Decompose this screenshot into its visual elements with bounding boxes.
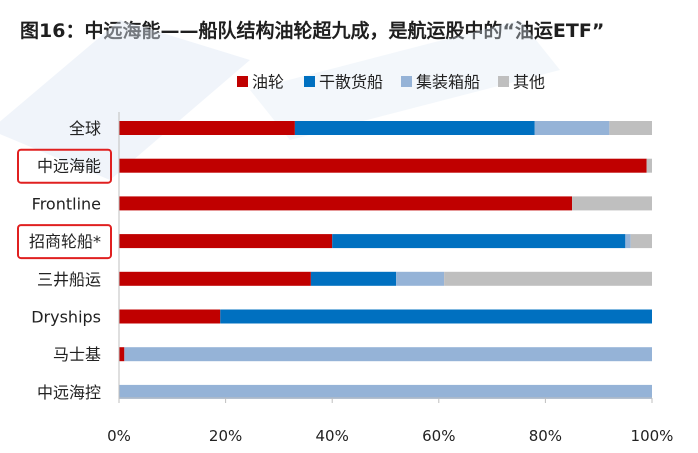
chart-title: 图16：中远海能——船队结构油轮超九成，是航运股中的“油运ETF”: [20, 20, 605, 42]
category-label: 三井船运: [37, 270, 101, 289]
legend-label: 干散货船: [319, 73, 383, 92]
bar-segment: [310, 271, 397, 286]
legend-swatch: [401, 76, 412, 87]
highlight-box: [17, 148, 112, 184]
x-tick-label: 0%: [107, 427, 131, 445]
category-label: 马士基: [53, 345, 101, 364]
x-tick-label: 80%: [529, 427, 562, 445]
highlight-boxes: [17, 148, 112, 260]
bar-segment: [294, 121, 535, 135]
bar-segment: [444, 271, 652, 286]
bar-segment: [572, 196, 652, 211]
bar-segment: [119, 347, 125, 362]
legend: 油轮 干散货船 集装箱船 其他: [237, 73, 545, 92]
bar-segment: [119, 196, 573, 211]
category-label: 全球: [69, 119, 101, 138]
legend-swatch: [498, 76, 509, 87]
legend-label: 油轮: [252, 73, 284, 92]
category-label: Dryships: [31, 308, 101, 327]
bar-segment: [119, 271, 311, 286]
legend-label: 其他: [513, 73, 545, 92]
watermark-shape: [0, 20, 250, 180]
bar-segment: [332, 234, 626, 249]
bar-segment: [609, 121, 652, 135]
x-axis: 0% 20% 40% 60% 80% 100%: [107, 112, 673, 445]
bar-segment: [124, 347, 652, 362]
bar-segment: [119, 234, 333, 249]
legend-swatch: [237, 76, 248, 87]
bar-segment: [396, 271, 445, 286]
bar-segment: [119, 309, 221, 324]
x-tick-label: 40%: [316, 427, 349, 445]
bar-segment: [119, 121, 295, 135]
bar-segment: [646, 158, 652, 173]
category-label: 中远海控: [37, 383, 101, 402]
bar-segment: [630, 234, 652, 249]
bar-segment: [534, 121, 610, 135]
bars: [119, 121, 652, 399]
category-label: 招商轮船*: [29, 232, 101, 251]
highlight-box: [17, 224, 112, 260]
x-tick-label: 60%: [422, 427, 455, 445]
x-tick-label: 100%: [631, 427, 674, 445]
legend-label: 集装箱船: [416, 73, 480, 92]
bar-segment: [220, 309, 652, 324]
bar-segment: [119, 384, 652, 399]
bar-segment: [119, 158, 647, 173]
bar-segment: [625, 234, 631, 249]
category-label: 中远海能: [37, 157, 101, 176]
category-label: Frontline: [32, 194, 101, 213]
x-tick-label: 20%: [209, 427, 242, 445]
legend-swatch: [304, 76, 315, 87]
